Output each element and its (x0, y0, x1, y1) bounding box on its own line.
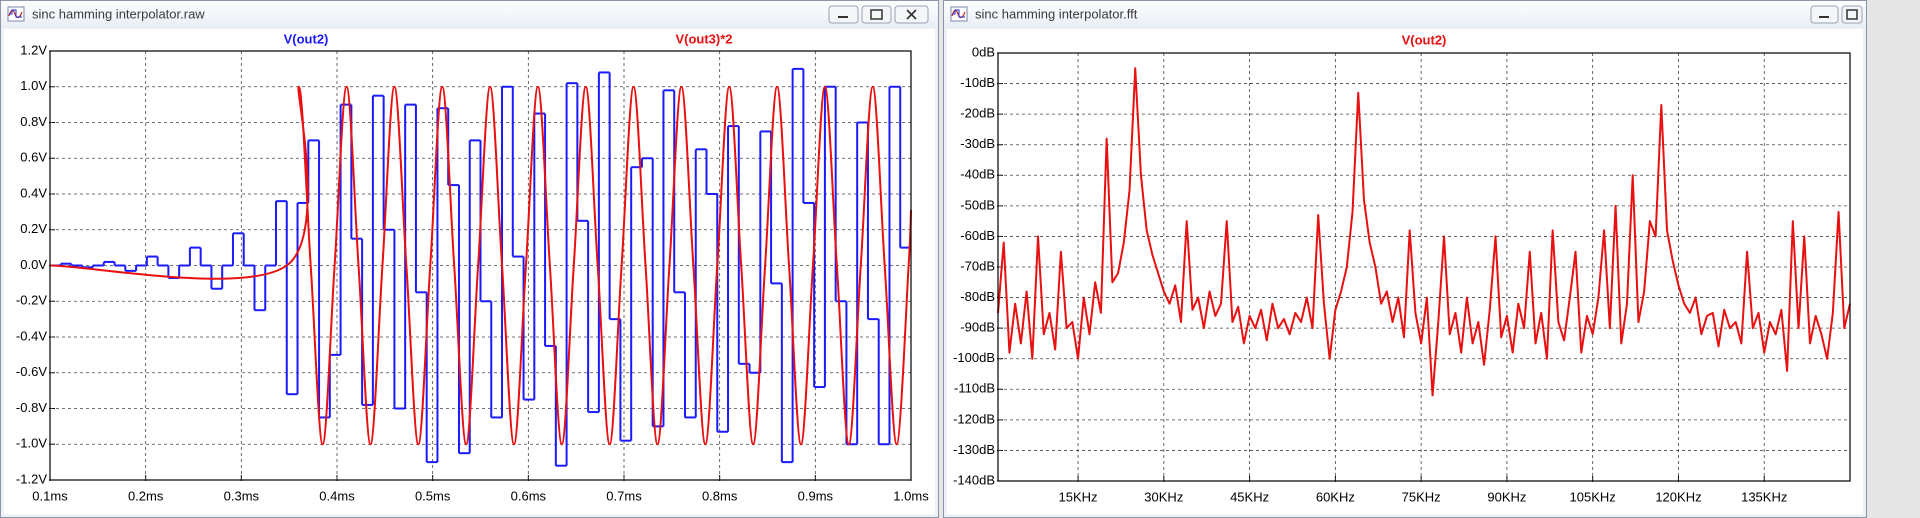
plot-frame (49, 50, 912, 481)
close-button[interactable] (894, 5, 929, 24)
y-tick-label: 0.8V (20, 114, 47, 129)
legend-entry: V(out2) (1402, 32, 1447, 47)
maximize-button[interactable] (861, 5, 892, 24)
x-tick-label: 105KHz (1570, 489, 1616, 504)
series-line (49, 85, 912, 446)
x-tick-label: 45KHz (1230, 489, 1269, 504)
x-tick-label: 120KHz (1655, 489, 1701, 504)
plot-frame (997, 52, 1851, 482)
y-tick-label: -10dB (960, 75, 995, 90)
y-tick-label: 0.2V (20, 221, 47, 236)
y-tick-label: -120dB (953, 411, 995, 426)
y-tick-label: -110dB (954, 381, 995, 396)
y-tick-label: -40dB (960, 167, 995, 182)
step-risers (59, 68, 902, 466)
x-tick-label: 1.0ms (893, 488, 929, 503)
y-tick-label: -0.8V (16, 400, 47, 415)
x-tick-label: 0.8ms (702, 488, 738, 503)
y-tick-label: -130dB (953, 442, 995, 457)
y-tick-label: -0.6V (16, 364, 47, 379)
y-tick-label: 0dB (972, 44, 995, 59)
title-bar (944, 1, 1866, 28)
y-tick-label: -1.2V (16, 471, 47, 486)
y-tick-label: -1.0V (16, 436, 47, 451)
window-title: sinc hamming interpolator.fft (975, 6, 1138, 21)
y-tick-label: -100dB (953, 350, 995, 365)
app-icon (7, 6, 25, 22)
window-title: sinc hamming interpolator.raw (32, 6, 205, 21)
x-tick-label: 0.2ms (128, 488, 164, 503)
app-icon (950, 6, 968, 22)
legend-entry: V(out3)*2 (675, 31, 732, 46)
x-tick-label: 0.4ms (319, 488, 355, 503)
y-tick-label: -0.4V (16, 328, 47, 343)
x-tick-label: 60KHz (1316, 489, 1355, 504)
series-line (997, 67, 1851, 397)
x-tick-label: 0.3ms (224, 488, 260, 503)
x-tick-label: 0.9ms (798, 488, 834, 503)
y-tick-label: -0.2V (16, 293, 47, 308)
minimize-button[interactable] (1810, 5, 1839, 24)
x-tick-label: 15KHz (1059, 489, 1098, 504)
x-tick-label: 90KHz (1487, 489, 1526, 504)
legend-entry: V(out2) (284, 31, 329, 46)
y-tick-label: -50dB (960, 197, 995, 212)
x-tick-label: 75KHz (1402, 489, 1441, 504)
minimize-button[interactable] (828, 5, 859, 24)
y-tick-label: 0.0V (20, 257, 47, 272)
y-tick-label: 0.6V (20, 150, 47, 165)
x-tick-label: 0.1ms (32, 488, 68, 503)
x-tick-label: 0.6ms (511, 488, 547, 503)
y-tick-label: 1.0V (20, 78, 47, 93)
y-tick-label: -30dB (960, 136, 995, 151)
maximize-button[interactable] (1841, 5, 1863, 24)
y-tick-label: -140dB (953, 472, 995, 487)
y-tick-label: -90dB (960, 320, 995, 335)
y-tick-label: -70dB (960, 258, 995, 273)
y-tick-label: 1.2V (20, 42, 47, 57)
x-tick-label: 135KHz (1741, 489, 1787, 504)
y-tick-label: -60dB (960, 228, 995, 243)
title-bar (1, 1, 938, 28)
y-tick-label: -20dB (960, 106, 995, 121)
x-tick-label: 30KHz (1144, 489, 1183, 504)
x-tick-label: 0.7ms (606, 488, 642, 503)
x-tick-label: 0.5ms (415, 488, 451, 503)
y-tick-label: -80dB (960, 289, 995, 304)
y-tick-label: 0.4V (20, 185, 47, 200)
